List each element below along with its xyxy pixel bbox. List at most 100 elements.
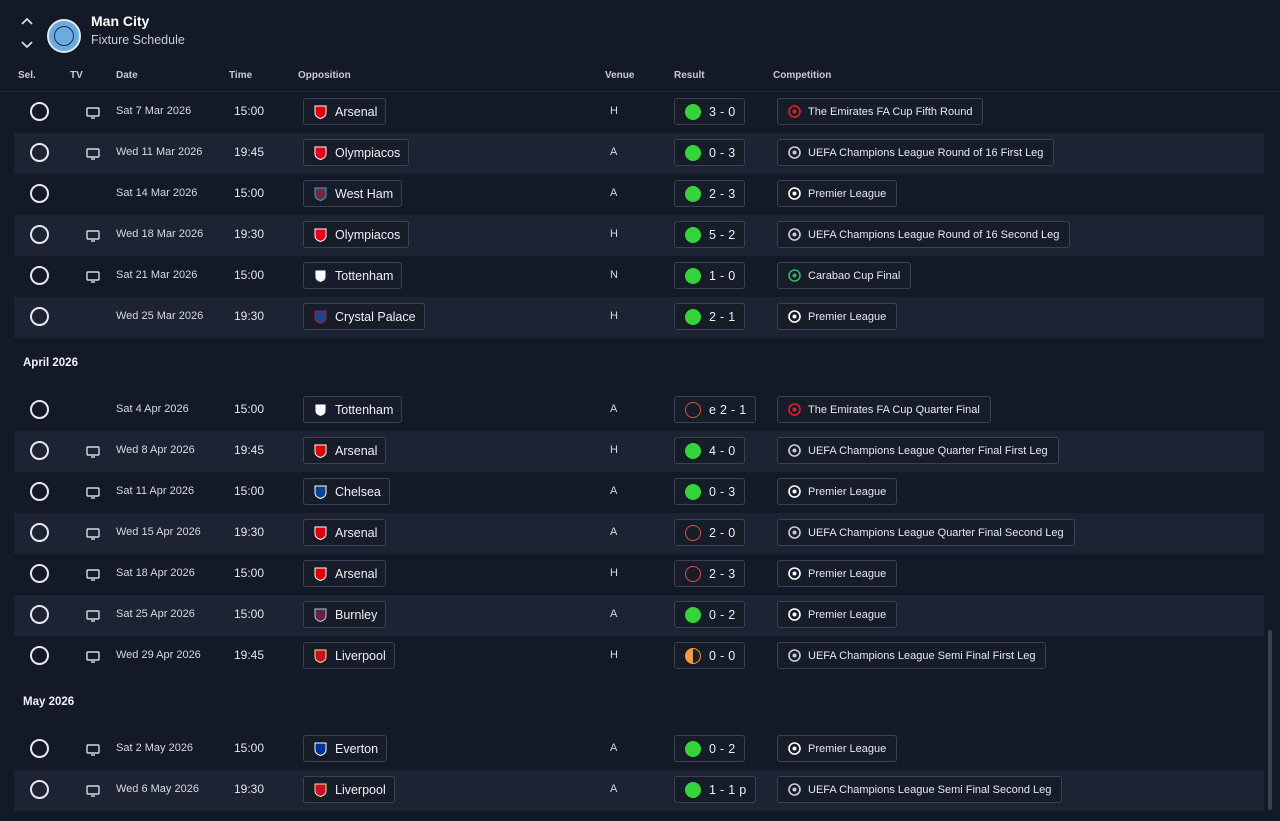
- opponent-button[interactable]: Burnley: [303, 601, 387, 628]
- fixture-row[interactable]: Wed 6 May 2026 19:30 Liverpool A 1 - 1 p UEFA…: [14, 770, 1264, 811]
- competition-button[interactable]: UEFA Champions League Semi Final Second …: [777, 776, 1063, 803]
- competition-name: UEFA Champions League Quarter Final Firs…: [808, 444, 1048, 457]
- fixture-row[interactable]: Sat 2 May 2026 15:00 Everton A 0 - 2 Premier …: [14, 729, 1264, 770]
- nav-arrows: [20, 14, 36, 54]
- select-radio[interactable]: [30, 646, 49, 665]
- result-button[interactable]: 2 - 1: [674, 303, 745, 330]
- fixture-date: Wed 15 Apr 2026: [116, 526, 201, 538]
- result-button[interactable]: 2 - 0: [674, 519, 745, 546]
- select-radio[interactable]: [30, 102, 49, 121]
- result-button[interactable]: e 2 - 1: [674, 396, 756, 423]
- opponent-button[interactable]: Arsenal: [303, 98, 387, 125]
- opponent-button[interactable]: Everton: [303, 735, 388, 762]
- select-radio[interactable]: [30, 184, 49, 203]
- col-header-time[interactable]: Time: [229, 70, 253, 81]
- opponent-button[interactable]: Liverpool: [303, 642, 395, 669]
- fixture-time: 19:45: [234, 648, 265, 662]
- col-header-date[interactable]: Date: [116, 70, 138, 81]
- chevron-up-icon[interactable]: [20, 14, 36, 30]
- result-button[interactable]: 0 - 2: [674, 735, 745, 762]
- result-score: 2 - 3: [709, 566, 736, 581]
- result-button[interactable]: 5 - 2: [674, 221, 745, 248]
- competition-button[interactable]: UEFA Champions League Semi Final First L…: [777, 642, 1047, 669]
- col-header-tv[interactable]: TV: [70, 70, 83, 81]
- fixture-row[interactable]: Wed 18 Mar 2026 19:30 Olympiacos H 5 - 2 UEFA…: [14, 215, 1264, 256]
- opponent-button[interactable]: West Ham: [303, 180, 403, 207]
- opponent-button[interactable]: Olympiacos: [303, 221, 410, 248]
- col-header-result[interactable]: Result: [674, 70, 705, 81]
- screen-title: Fixture Schedule: [91, 33, 185, 47]
- competition-button[interactable]: UEFA Champions League Round of 16 Second…: [777, 221, 1071, 248]
- result-button[interactable]: 1 - 0: [674, 262, 745, 289]
- opponent-button[interactable]: Tottenham: [303, 262, 403, 289]
- chevron-down-icon[interactable]: [20, 38, 36, 54]
- select-radio[interactable]: [30, 307, 49, 326]
- fixture-row[interactable]: Sat 25 Apr 2026 15:00 Burnley A 0 - 2 Premier…: [14, 595, 1264, 636]
- result-button[interactable]: 2 - 3: [674, 560, 745, 587]
- club-name[interactable]: Man City: [91, 13, 150, 29]
- opponent-button[interactable]: Olympiacos: [303, 139, 410, 166]
- select-radio[interactable]: [30, 780, 49, 799]
- competition-button[interactable]: Premier League: [777, 478, 898, 505]
- competition-button[interactable]: UEFA Champions League Round of 16 First …: [777, 139, 1055, 166]
- fixture-row[interactable]: Sat 7 Mar 2026 15:00 Arsenal H 3 - 0 The Emir…: [14, 92, 1264, 133]
- fixture-row[interactable]: Wed 11 Mar 2026 19:45 Olympiacos A 0 - 3 UEFA…: [14, 133, 1264, 174]
- competition-button[interactable]: Premier League: [777, 560, 898, 587]
- col-header-sel[interactable]: Sel.: [18, 70, 36, 81]
- select-radio[interactable]: [30, 739, 49, 758]
- result-button[interactable]: 0 - 0: [674, 642, 745, 669]
- fixture-row[interactable]: Sat 21 Mar 2026 15:00 Tottenham N 1 - 0 Carab…: [14, 256, 1264, 297]
- select-radio[interactable]: [30, 482, 49, 501]
- select-radio[interactable]: [30, 523, 49, 542]
- competition-button[interactable]: The Emirates FA Cup Fifth Round: [777, 98, 984, 125]
- select-radio[interactable]: [30, 564, 49, 583]
- tv-icon: [86, 650, 100, 663]
- fixture-date: Wed 11 Mar 2026: [116, 146, 203, 158]
- club-badge-icon[interactable]: [47, 19, 81, 53]
- premier-league-icon: [788, 608, 801, 621]
- opponent-button[interactable]: Arsenal: [303, 560, 387, 587]
- opponent-button[interactable]: Arsenal: [303, 437, 387, 464]
- tv-icon: [86, 743, 100, 756]
- result-button[interactable]: 2 - 3: [674, 180, 745, 207]
- opponent-button[interactable]: Tottenham: [303, 396, 403, 423]
- competition-button[interactable]: UEFA Champions League Quarter Final Seco…: [777, 519, 1075, 546]
- fixture-row[interactable]: Sat 18 Apr 2026 15:00 Arsenal H 2 - 3 Premier…: [14, 554, 1264, 595]
- result-button[interactable]: 0 - 3: [674, 139, 745, 166]
- col-header-opposition[interactable]: Opposition: [298, 70, 351, 81]
- scrollbar[interactable]: [1268, 630, 1272, 810]
- fixture-row[interactable]: Wed 15 Apr 2026 19:30 Arsenal A 2 - 0 UEFA Ch…: [14, 513, 1264, 554]
- competition-button[interactable]: UEFA Champions League Quarter Final Firs…: [777, 437, 1059, 464]
- competition-button[interactable]: The Emirates FA Cup Quarter Final: [777, 396, 991, 423]
- fixture-row[interactable]: Sat 14 Mar 2026 15:00 West Ham A 2 - 3 Premie…: [14, 174, 1264, 215]
- result-button[interactable]: 0 - 3: [674, 478, 745, 505]
- opponent-button[interactable]: Chelsea: [303, 478, 390, 505]
- fixture-row[interactable]: Wed 29 Apr 2026 19:45 Liverpool H 0 - 0 UEFA …: [14, 636, 1264, 677]
- fixture-row[interactable]: Sat 11 Apr 2026 15:00 Chelsea A 0 - 3 Premier…: [14, 472, 1264, 513]
- select-radio[interactable]: [30, 143, 49, 162]
- select-radio[interactable]: [30, 400, 49, 419]
- select-radio[interactable]: [30, 225, 49, 244]
- competition-button[interactable]: Premier League: [777, 601, 898, 628]
- opponent-button[interactable]: Arsenal: [303, 519, 387, 546]
- competition-button[interactable]: Carabao Cup Final: [777, 262, 912, 289]
- competition-button[interactable]: Premier League: [777, 180, 898, 207]
- result-button[interactable]: 1 - 1 p: [674, 776, 756, 803]
- opponent-button[interactable]: Crystal Palace: [303, 303, 425, 330]
- result-button[interactable]: 0 - 2: [674, 601, 745, 628]
- select-radio[interactable]: [30, 605, 49, 624]
- opponent-button[interactable]: Liverpool: [303, 776, 395, 803]
- result-button[interactable]: 3 - 0: [674, 98, 745, 125]
- col-header-venue[interactable]: Venue: [605, 70, 635, 81]
- result-button[interactable]: 4 - 0: [674, 437, 745, 464]
- select-radio[interactable]: [30, 441, 49, 460]
- competition-button[interactable]: Premier League: [777, 303, 898, 330]
- competition-button[interactable]: Premier League: [777, 735, 898, 762]
- opponent-name: Everton: [335, 741, 379, 756]
- olympiacos-crest: [314, 146, 327, 160]
- select-radio[interactable]: [30, 266, 49, 285]
- col-header-competition[interactable]: Competition: [773, 70, 832, 81]
- fixture-row[interactable]: Wed 8 Apr 2026 19:45 Arsenal H 4 - 0 UEFA Cha…: [14, 431, 1264, 472]
- fixture-row[interactable]: Wed 25 Mar 2026 19:30 Crystal Palace H 2 - 1…: [14, 297, 1264, 338]
